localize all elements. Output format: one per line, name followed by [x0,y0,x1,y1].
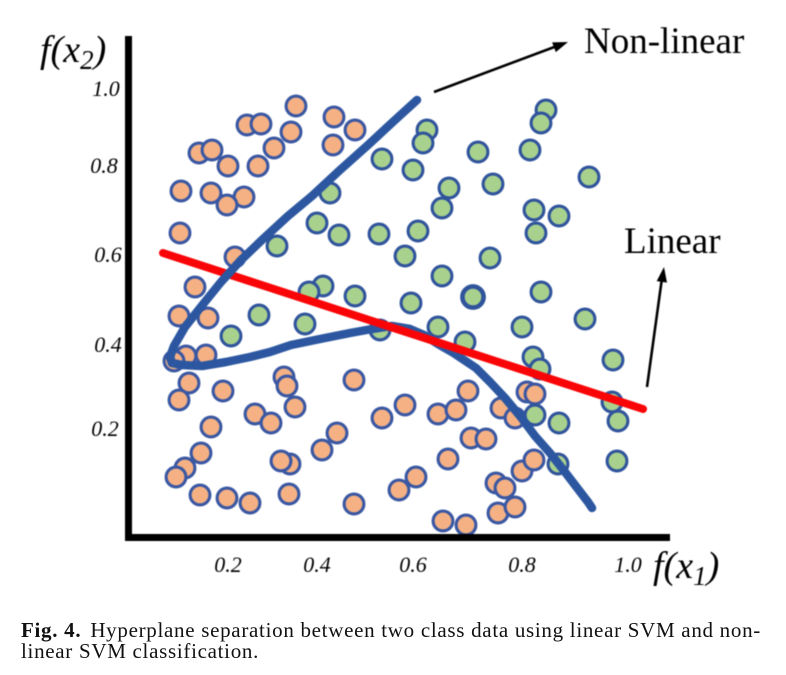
svg-text:0.6: 0.6 [94,242,122,267]
svg-text:0.2: 0.2 [91,416,119,441]
svg-text:0.4: 0.4 [303,552,331,577]
svg-text:0.4: 0.4 [94,332,122,357]
svg-text:1.0: 1.0 [614,552,642,577]
svg-text:f(x1): f(x1) [653,545,719,591]
svg-text:Linear: Linear [624,221,721,262]
svg-text:0.6: 0.6 [399,552,427,577]
svg-text:1.0: 1.0 [92,76,120,101]
svg-text:Non-linear: Non-linear [584,21,744,62]
svg-text:f(x2): f(x2) [40,29,106,75]
svg-text:0.8: 0.8 [90,153,118,178]
svg-text:0.8: 0.8 [508,552,536,577]
svg-text:0.2: 0.2 [214,552,242,577]
